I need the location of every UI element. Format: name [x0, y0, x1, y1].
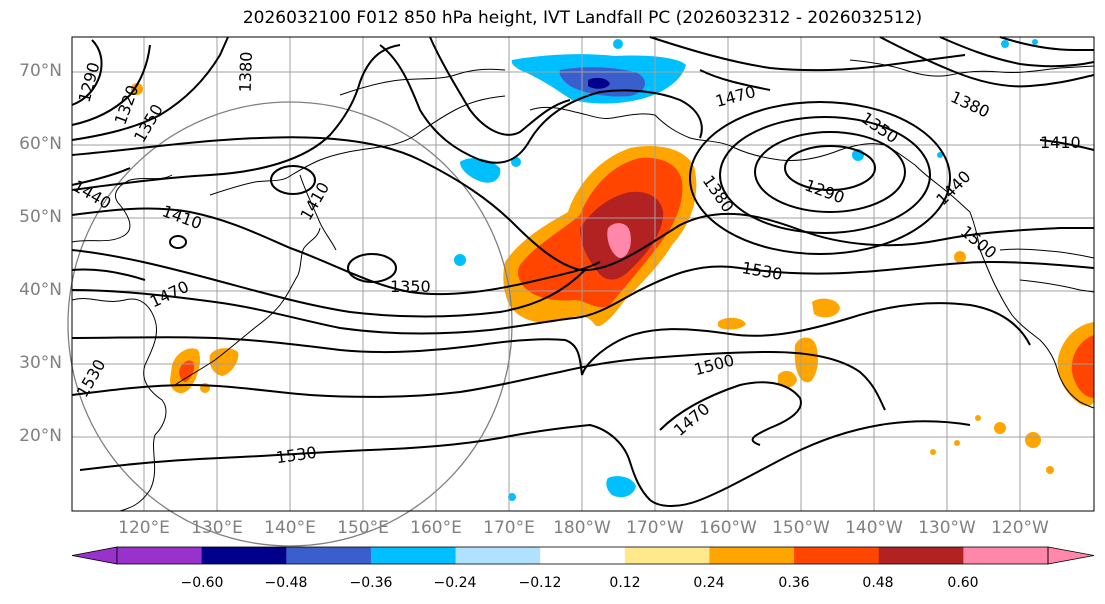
lat-label-20n: 20°N: [19, 426, 62, 446]
coastlines: [71, 59, 1095, 512]
colorbar-segment: [540, 547, 626, 564]
ivt-blob-e2: [778, 370, 797, 388]
lon-label-160e: 160°E: [410, 518, 462, 538]
lon-label-170w: 170°W: [626, 518, 684, 538]
lon-label-150e: 150°E: [337, 518, 389, 538]
landfall-radius-circle: [67, 101, 513, 547]
colorbar: [71, 546, 1095, 565]
ivt-blob-e3: [812, 298, 840, 318]
lon-label-120e: 120°E: [118, 518, 170, 538]
lon-label-160w: 160°W: [699, 518, 757, 538]
height-contours: [71, 36, 1095, 507]
colorbar-segment: [963, 547, 1049, 564]
lon-label-170e: 170°E: [483, 518, 535, 538]
colorbar-segment: [455, 547, 541, 564]
colorbar-segment: [370, 547, 457, 564]
colorbar-segment: [878, 547, 964, 564]
svg-text:1380: 1380: [236, 51, 256, 92]
lon-label-130e: 130°E: [191, 518, 243, 538]
graticule: [72, 37, 1094, 511]
colorbar-segment: [709, 547, 795, 564]
colorbar-segment: [201, 547, 287, 564]
svg-text:1350: 1350: [390, 277, 431, 296]
colorbar-min-extend: [71, 546, 118, 565]
colorbar-tick: 0.60: [947, 575, 979, 591]
colorbar-tick: −0.48: [264, 575, 308, 591]
colorbar-tick: 0.48: [862, 575, 894, 591]
svg-text:1410: 1410: [1040, 133, 1081, 152]
colorbar-segment: [286, 547, 372, 564]
lat-label-70n: 70°N: [19, 61, 62, 81]
colorbar-tick: −0.60: [180, 575, 224, 591]
lat-label-50n: 50°N: [19, 207, 62, 227]
colorbar-tick: −0.12: [518, 575, 562, 591]
ivt-blob-e4: [718, 317, 746, 330]
lon-label-120w: 120°W: [991, 518, 1049, 538]
colorbar-max-extend: [1047, 546, 1095, 565]
lon-label-140e: 140°E: [264, 518, 316, 538]
colorbar-segment: [794, 547, 880, 564]
ivt-neg-arctic-core: [588, 77, 610, 89]
ivt-neg-1: [460, 158, 501, 183]
colorbar-tick: 0.36: [778, 575, 810, 591]
ivt-blob-e1: [794, 337, 818, 383]
lon-label-140w: 140°W: [845, 518, 903, 538]
colorbar-segment: [624, 547, 710, 564]
colorbar-tick: −0.36: [349, 575, 393, 591]
lon-label-150w: 150°W: [772, 518, 830, 538]
lat-label-60n: 60°N: [19, 134, 62, 154]
lat-label-40n: 40°N: [19, 280, 62, 300]
ivt-plume-core: [607, 223, 631, 258]
colorbar-border: [116, 546, 1049, 565]
lon-label-180w: 180°W: [553, 518, 611, 538]
lat-label-30n: 30°N: [19, 353, 62, 373]
map-title: 2026032100 F012 850 hPa height, IVT Land…: [242, 8, 923, 28]
ivt-japan-blob-core: [179, 360, 195, 382]
colorbar-tick: −0.24: [433, 575, 477, 591]
map-border: [71, 36, 1095, 512]
lon-label-130w: 130°W: [918, 518, 976, 538]
colorbar-tick: 0.24: [693, 575, 725, 591]
colorbar-tick: 0.12: [609, 575, 641, 591]
colorbar-segment: [117, 547, 203, 564]
ivt-blob-us-core: [1071, 335, 1094, 398]
ivt-neg-2: [606, 476, 636, 498]
